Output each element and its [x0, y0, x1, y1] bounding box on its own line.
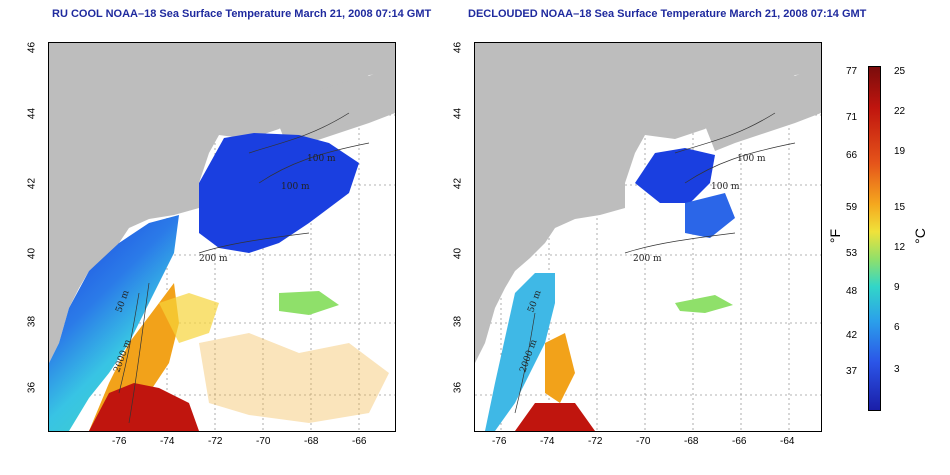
x-tick: -74: [540, 436, 555, 447]
x-tick: -70: [256, 436, 271, 447]
contour-label-200m: 200 m: [199, 254, 228, 264]
left-map-graphic: 100 m 100 m 200 m 50 m 2000 m: [49, 43, 395, 431]
contour-label-200m: 200 m: [633, 254, 662, 264]
f-tick: 42: [846, 330, 858, 341]
left-sst-map: 100 m 100 m 200 m 50 m 2000 m: [48, 42, 396, 432]
y-tick: 44: [26, 107, 38, 120]
x-tick: -72: [588, 436, 603, 447]
f-tick: 59: [846, 202, 858, 213]
contour-label-100m-b: 100 m: [281, 182, 310, 192]
y-tick: 44: [452, 107, 464, 120]
y-tick: 42: [26, 177, 38, 190]
f-tick: 77: [846, 66, 858, 77]
x-tick: -66: [352, 436, 367, 447]
c-tick: 9: [894, 282, 900, 293]
right-sst-map: 100 m 100 m 200 m 2000 m 50 m: [474, 42, 822, 432]
x-tick: -76: [112, 436, 127, 447]
c-tick: 3: [894, 364, 900, 375]
contour-label-100m-a: 100 m: [307, 154, 336, 164]
right-panel-title: DECLOUDED NOAA–18 Sea Surface Temperatur…: [468, 8, 867, 20]
f-tick: 53: [846, 248, 858, 259]
c-tick: 22: [894, 106, 906, 117]
celsius-unit: °C: [911, 228, 928, 244]
contour-label-100m-b: 100 m: [711, 182, 740, 192]
x-tick: -74: [160, 436, 175, 447]
c-tick: 25: [894, 66, 906, 77]
y-tick: 36: [26, 381, 38, 394]
y-tick: 40: [452, 247, 464, 260]
x-tick: -76: [492, 436, 507, 447]
f-tick: 71: [846, 112, 858, 123]
x-tick: -72: [208, 436, 223, 447]
x-tick: -68: [304, 436, 319, 447]
land-mass: [49, 43, 395, 363]
y-tick: 40: [26, 247, 38, 260]
f-tick: 37: [846, 366, 858, 377]
c-tick: 6: [894, 322, 900, 333]
x-tick: -68: [684, 436, 699, 447]
y-tick: 36: [452, 381, 464, 394]
f-tick: 66: [846, 150, 858, 161]
y-tick: 46: [452, 41, 464, 54]
contour-label-100m-a: 100 m: [737, 154, 766, 164]
y-tick: 42: [452, 177, 464, 190]
y-tick: 46: [26, 41, 38, 54]
land-mass: [475, 43, 821, 363]
temperature-colorbar: [868, 66, 881, 411]
right-map-graphic: 100 m 100 m 200 m 2000 m 50 m: [475, 43, 821, 431]
x-tick: -64: [780, 436, 795, 447]
c-tick: 12: [894, 242, 906, 253]
x-tick: -66: [732, 436, 747, 447]
left-panel-title: RU COOL NOAA–18 Sea Surface Temperature …: [52, 8, 432, 20]
c-tick: 15: [894, 202, 906, 213]
y-tick: 38: [26, 315, 38, 328]
x-tick: -70: [636, 436, 651, 447]
c-tick: 19: [894, 146, 906, 157]
f-tick: 48: [846, 286, 858, 297]
y-tick: 38: [452, 315, 464, 328]
fahrenheit-unit: °F: [827, 228, 844, 244]
